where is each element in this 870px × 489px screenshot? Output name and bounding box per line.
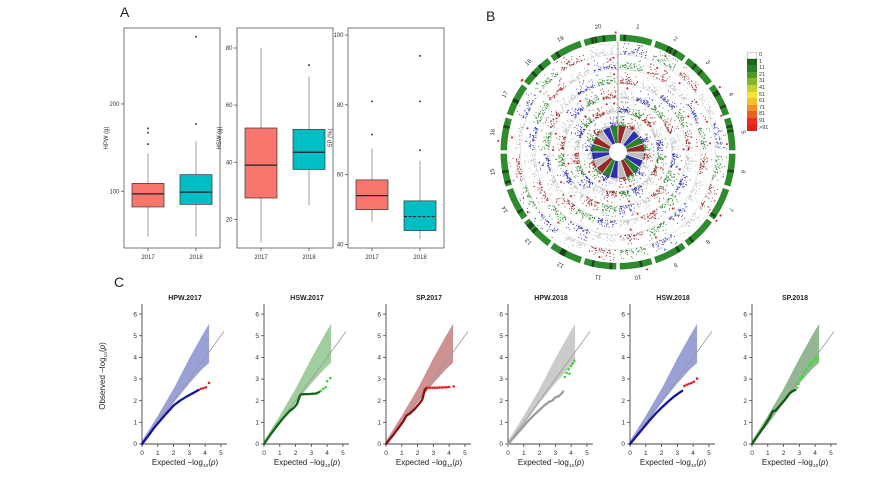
svg-text:HPW (g): HPW (g)	[104, 127, 110, 150]
svg-text:15: 15	[490, 167, 497, 175]
snp-density-legend: 0 1 11 21 31 41 51 61 71 81 91 >91	[747, 52, 769, 132]
svg-text:2018: 2018	[189, 255, 203, 261]
svg-text:13: 13	[524, 236, 533, 245]
legend-swatch	[747, 98, 757, 105]
legend-entry: 1	[747, 58, 768, 66]
svg-text:80: 80	[226, 46, 233, 52]
legend-entry: 31	[747, 78, 768, 85]
legend-swatch	[747, 84, 757, 92]
legend-swatch	[747, 71, 757, 79]
svg-text:2018: 2018	[413, 255, 427, 261]
svg-text:5: 5	[739, 130, 746, 135]
legend-entry: 0	[747, 52, 768, 59]
legend-entry: 41	[747, 84, 768, 92]
legend-swatch	[747, 117, 757, 125]
boxplot-hpw: 100 200 HPW (g) 2017 2018	[104, 27, 221, 261]
svg-text:18: 18	[524, 58, 533, 67]
legend-swatch	[747, 58, 757, 66]
legend-value: 81	[759, 111, 766, 118]
svg-text:6: 6	[739, 170, 746, 175]
legend-entry: 91	[747, 117, 768, 125]
svg-text:3: 3	[704, 60, 711, 67]
legend-value: 51	[759, 91, 766, 98]
svg-text:2018: 2018	[302, 255, 316, 261]
svg-text:80: 80	[337, 103, 344, 109]
legend-entry: 21	[747, 71, 768, 79]
svg-text:9: 9	[672, 261, 678, 268]
legend-value: 1	[759, 58, 763, 65]
legend-entry: 71	[747, 104, 768, 112]
svg-text:40: 40	[226, 160, 233, 166]
legend-value: 41	[759, 84, 766, 91]
legend-swatch	[747, 104, 757, 112]
legend-entry: >91	[747, 124, 769, 132]
legend-swatch	[747, 91, 757, 99]
svg-text:2017: 2017	[254, 255, 268, 261]
legend-value: 31	[759, 78, 766, 85]
svg-text:2017: 2017	[141, 255, 155, 261]
panel-a-label: A	[120, 4, 130, 20]
svg-text:4: 4	[727, 92, 734, 98]
svg-text:20: 20	[595, 24, 603, 31]
svg-text:60: 60	[226, 103, 233, 109]
boxplot-sp: 40 60 80 100 SP (%) 2017 2018	[328, 27, 445, 261]
svg-text:17: 17	[502, 90, 511, 99]
svg-text:SP (%): SP (%)	[328, 129, 334, 148]
panel-c-label: C	[114, 274, 125, 290]
legend-value: 71	[759, 104, 766, 111]
svg-text:60: 60	[337, 173, 344, 179]
svg-text:12: 12	[556, 260, 565, 269]
legend-value: 91	[759, 117, 766, 124]
svg-text:200: 200	[109, 102, 120, 108]
svg-text:16: 16	[490, 128, 497, 136]
legend-value: 61	[759, 98, 766, 105]
svg-text:8: 8	[703, 238, 710, 245]
legend-swatch	[747, 124, 757, 132]
svg-text:19: 19	[556, 35, 565, 44]
qq-y-axis-label: Observed −log10(p)	[98, 342, 109, 410]
svg-text:14: 14	[501, 204, 510, 213]
legend-entry: 51	[747, 91, 768, 99]
panel-b-label: B	[486, 8, 496, 24]
legend-entry: 61	[747, 98, 768, 105]
legend-swatch	[747, 78, 757, 85]
legend-entry: 11	[747, 65, 768, 72]
svg-text:100: 100	[333, 33, 344, 39]
legend-swatch	[747, 65, 757, 72]
svg-text:11: 11	[594, 273, 602, 280]
legend-swatch	[747, 52, 757, 59]
legend-value: 0	[759, 52, 763, 58]
legend-swatch	[747, 111, 757, 118]
svg-text:20: 20	[226, 217, 233, 223]
svg-text:10: 10	[633, 273, 641, 280]
svg-text:HSW (g): HSW (g)	[217, 127, 223, 150]
svg-text:1: 1	[636, 24, 641, 31]
svg-text:40: 40	[337, 243, 344, 249]
svg-text:100: 100	[109, 189, 120, 195]
svg-text:2: 2	[672, 36, 678, 43]
legend-value: 21	[759, 71, 766, 78]
svg-text:2017: 2017	[365, 255, 379, 261]
legend-value: >91	[759, 124, 769, 131]
svg-text:7: 7	[727, 206, 734, 212]
legend-value: 11	[759, 65, 765, 72]
boxplot-hsw: 20 40 60 80 HSW (g) 2017 2018	[217, 27, 334, 261]
legend-entry: 81	[747, 111, 768, 118]
